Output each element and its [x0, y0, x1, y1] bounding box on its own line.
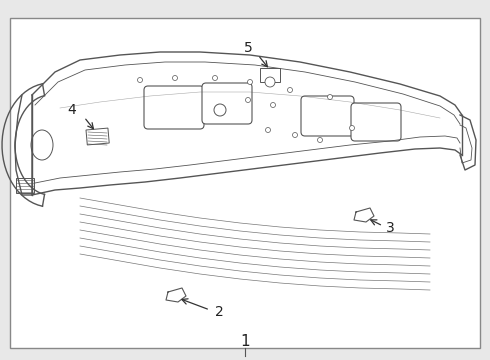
Ellipse shape	[31, 130, 53, 160]
Circle shape	[293, 132, 297, 138]
Circle shape	[270, 103, 275, 108]
Circle shape	[265, 77, 275, 87]
Circle shape	[247, 80, 252, 85]
Circle shape	[327, 95, 333, 99]
Circle shape	[138, 77, 143, 82]
FancyBboxPatch shape	[351, 103, 401, 141]
Circle shape	[214, 104, 226, 116]
Text: 3: 3	[386, 221, 395, 235]
Circle shape	[288, 87, 293, 93]
FancyBboxPatch shape	[301, 96, 354, 136]
Circle shape	[318, 138, 322, 143]
Text: 2: 2	[215, 305, 224, 319]
Circle shape	[266, 127, 270, 132]
Bar	[260, 68, 280, 82]
Circle shape	[245, 98, 250, 103]
FancyBboxPatch shape	[144, 86, 204, 129]
Bar	[86, 128, 109, 145]
Bar	[16, 178, 34, 193]
Circle shape	[349, 126, 354, 131]
Text: 1: 1	[240, 334, 250, 350]
FancyBboxPatch shape	[202, 83, 252, 124]
Circle shape	[213, 76, 218, 81]
Circle shape	[172, 76, 177, 81]
Text: 4: 4	[68, 103, 76, 117]
Text: 5: 5	[244, 41, 252, 55]
